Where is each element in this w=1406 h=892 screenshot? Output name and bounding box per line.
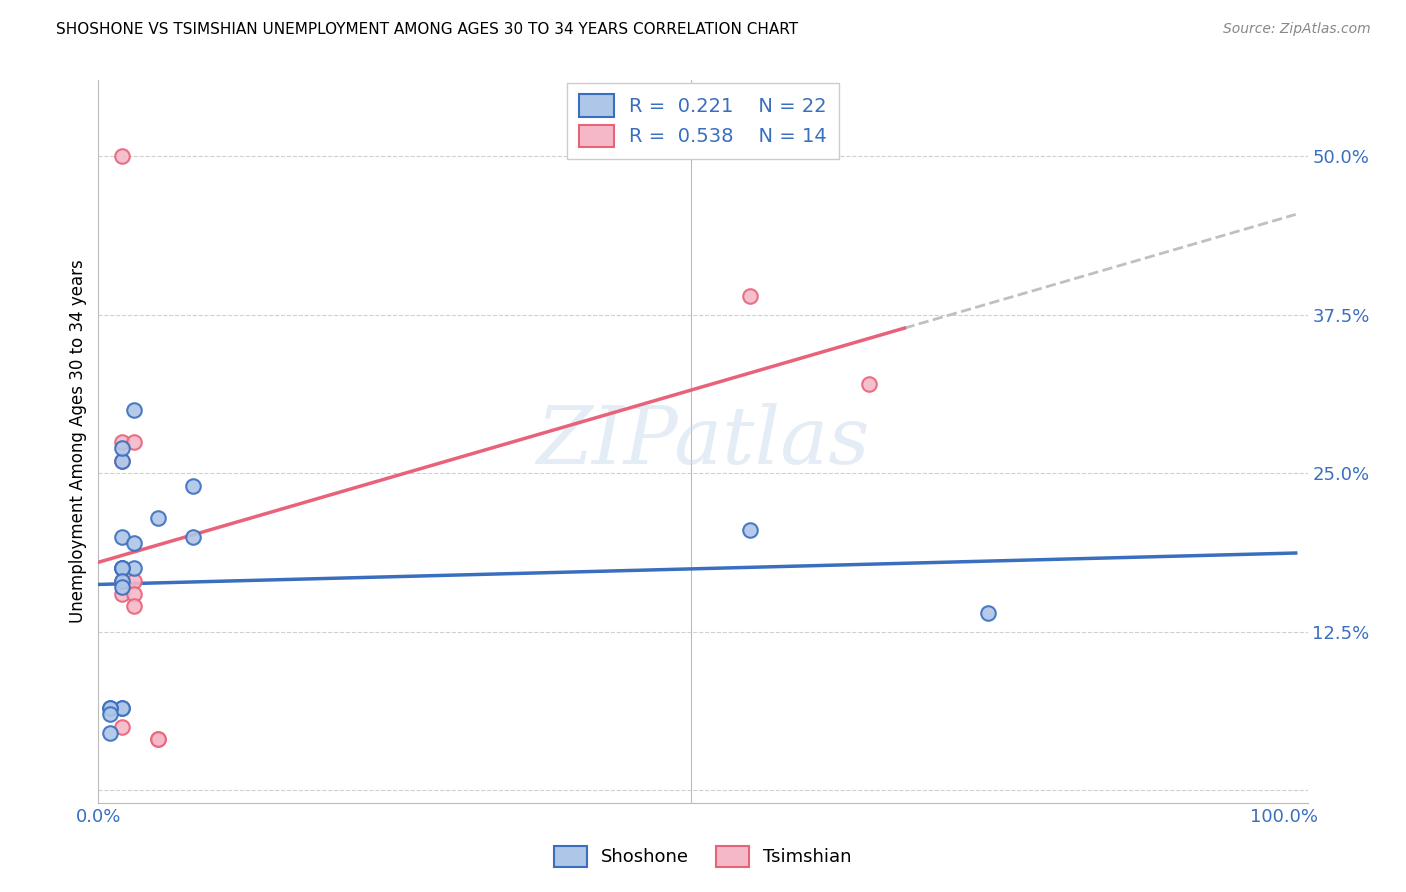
Legend: Shoshone, Tsimshian: Shoshone, Tsimshian bbox=[547, 838, 859, 874]
Point bbox=[146, 510, 169, 524]
Point bbox=[111, 700, 134, 714]
Point bbox=[111, 720, 134, 734]
Point bbox=[111, 530, 134, 544]
Point bbox=[111, 561, 134, 575]
Point bbox=[181, 530, 204, 544]
Point bbox=[976, 606, 998, 620]
Point bbox=[98, 700, 121, 714]
Point bbox=[858, 377, 880, 392]
Text: Source: ZipAtlas.com: Source: ZipAtlas.com bbox=[1223, 22, 1371, 37]
Point bbox=[122, 536, 145, 550]
Point bbox=[740, 523, 762, 537]
Point bbox=[740, 289, 762, 303]
Point bbox=[111, 561, 134, 575]
Y-axis label: Unemployment Among Ages 30 to 34 years: Unemployment Among Ages 30 to 34 years bbox=[69, 260, 87, 624]
Text: ZIPatlas: ZIPatlas bbox=[536, 403, 870, 480]
Point bbox=[122, 587, 145, 601]
Point bbox=[122, 599, 145, 614]
Point bbox=[111, 561, 134, 575]
Point bbox=[122, 434, 145, 449]
Point bbox=[122, 574, 145, 588]
Point bbox=[122, 561, 145, 575]
Point bbox=[181, 479, 204, 493]
Point bbox=[111, 434, 134, 449]
Point bbox=[98, 700, 121, 714]
Point bbox=[122, 402, 145, 417]
Text: SHOSHONE VS TSIMSHIAN UNEMPLOYMENT AMONG AGES 30 TO 34 YEARS CORRELATION CHART: SHOSHONE VS TSIMSHIAN UNEMPLOYMENT AMONG… bbox=[56, 22, 799, 37]
Point bbox=[111, 587, 134, 601]
Point bbox=[98, 707, 121, 722]
Point bbox=[111, 574, 134, 588]
Point bbox=[98, 726, 121, 740]
Point bbox=[111, 453, 134, 467]
Point bbox=[111, 580, 134, 594]
Point bbox=[146, 732, 169, 747]
Point bbox=[146, 732, 169, 747]
Point bbox=[111, 700, 134, 714]
Point bbox=[111, 441, 134, 455]
Legend: R =  0.221    N = 22, R =  0.538    N = 14: R = 0.221 N = 22, R = 0.538 N = 14 bbox=[567, 83, 839, 159]
Point bbox=[111, 149, 134, 163]
Point bbox=[111, 453, 134, 467]
Point bbox=[111, 574, 134, 588]
